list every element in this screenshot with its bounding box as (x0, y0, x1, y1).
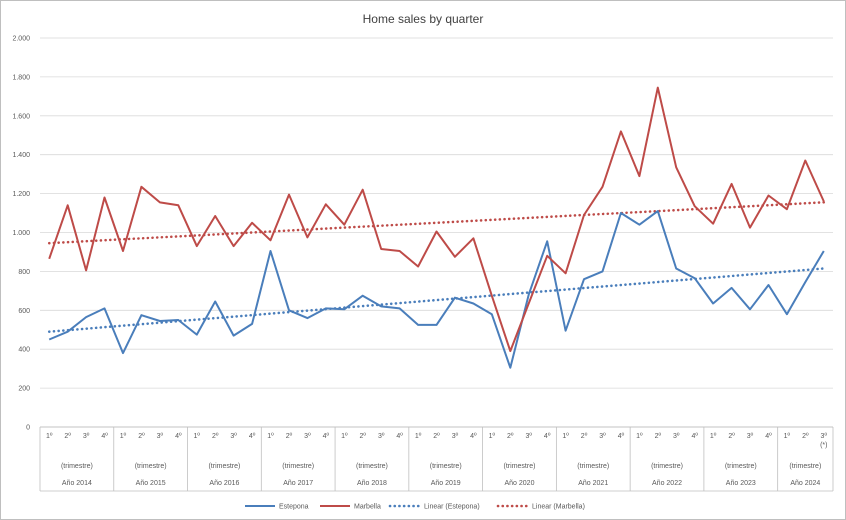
x-tick-label: 4º (249, 433, 256, 440)
x-tick-label: 4º (396, 433, 403, 440)
x-year-label: Año 2020 (504, 480, 534, 487)
x-tick-label: 2º (286, 433, 293, 440)
x-axis: 1º 2º 3º 4º (trimestre) Año 2014 1º 2º 3º 4º (trim… (39, 426, 834, 492)
x-tick-label: 3º (157, 433, 164, 440)
x-tick-label: 2º (138, 433, 145, 440)
x-tick-label: 2º (655, 433, 662, 440)
chart-title: Home sales by quarter (363, 12, 484, 26)
y-tick-label: 1.600 (12, 113, 30, 120)
x-tick-label: 4º (765, 433, 772, 440)
x-tick-label: 2º (433, 433, 440, 440)
x-period-label: (trimestre) (789, 463, 821, 470)
x-tick-label: 2º (212, 433, 219, 440)
x-period-label: (trimestre) (430, 463, 462, 470)
x-year-label: Año 2017 (283, 480, 313, 487)
y-tick-label: 1.000 (12, 230, 30, 237)
x-tick-label: 1º (341, 433, 348, 440)
x-tick-label: 1º (489, 433, 496, 440)
series-lines (48, 86, 825, 369)
x-tick-label: 2º (360, 433, 367, 440)
series-line (48, 210, 825, 369)
x-tick-label: 1º (194, 433, 201, 440)
trendlines (47, 201, 826, 333)
legend: Estepona Marbella Linear (Estepona) Linear … (245, 504, 585, 511)
x-period-label: (trimestre) (356, 463, 388, 470)
legend-label: Estepona (279, 504, 309, 511)
x-tick-label: 2º (802, 433, 809, 440)
x-period-label: (trimestre) (61, 463, 93, 470)
y-tick-label: 400 (18, 347, 30, 354)
x-tick-label: 1º (415, 433, 422, 440)
x-year-label: Año 2015 (136, 480, 166, 487)
x-tick-label: 4º (470, 433, 477, 440)
trendline (47, 267, 826, 333)
x-tick-label: 2º (64, 433, 71, 440)
x-period-label: (trimestre) (725, 463, 757, 470)
x-year-label: Año 2023 (726, 480, 756, 487)
x-tick-label: 3º (83, 433, 90, 440)
y-tick-label: 1.800 (12, 74, 30, 81)
x-year-label: Año 2018 (357, 480, 387, 487)
x-tick-label: 1º (710, 433, 717, 440)
y-tick-label: 0 (26, 425, 30, 432)
x-tick-label: 4º (101, 433, 108, 440)
x-period-label: (trimestre) (651, 463, 683, 470)
x-tick-label: 1º (562, 433, 569, 440)
x-year-label: Año 2019 (431, 480, 461, 487)
x-period-label: (trimestre) (577, 463, 609, 470)
x-tick-label: 4º (691, 433, 698, 440)
legend-label: Marbella (354, 504, 381, 511)
legend-label: Linear (Marbella) (532, 504, 585, 511)
x-tick-label: 2º (728, 433, 735, 440)
legend-label: Linear (Estepona) (424, 504, 480, 511)
x-year-label: Año 2016 (209, 480, 239, 487)
x-tick-label: 3º (747, 433, 754, 440)
x-tick-label: 1º (120, 433, 127, 440)
x-tick-label: 1º (46, 433, 53, 440)
y-axis: 0 200 400 600 800 1.000 1.200 1.400 1.600 1.800 2.… (12, 36, 30, 432)
x-tick-label: (*) (820, 442, 827, 449)
x-tick-label: 2º (507, 433, 514, 440)
x-year-label: Año 2022 (652, 480, 682, 487)
y-tick-label: 1.400 (12, 152, 30, 159)
x-tick-label: 1º (636, 433, 643, 440)
x-tick-label: 4º (175, 433, 182, 440)
x-tick-label: 4º (323, 433, 330, 440)
x-tick-label: 2º (581, 433, 588, 440)
x-tick-label: 3º (452, 433, 459, 440)
x-tick-label: 3º (378, 433, 385, 440)
x-period-label: (trimestre) (208, 463, 240, 470)
x-tick-label: 3º (304, 433, 311, 440)
x-tick-label: 4º (618, 433, 625, 440)
x-year-label: Año 2024 (790, 480, 820, 487)
y-tick-label: 200 (18, 386, 30, 393)
x-tick-label: 3º (525, 433, 532, 440)
y-tick-label: 2.000 (12, 36, 30, 43)
x-tick-label: 1º (267, 433, 274, 440)
x-period-label: (trimestre) (135, 463, 167, 470)
x-period-label: (trimestre) (282, 463, 314, 470)
x-tick-label: 4º (544, 433, 551, 440)
x-tick-label: 3º (230, 433, 237, 440)
y-tick-label: 1.200 (12, 191, 30, 198)
x-year-label: Año 2021 (578, 480, 608, 487)
x-tick-label: 3º (599, 433, 606, 440)
x-tick-label: 1º (784, 433, 791, 440)
y-tick-label: 600 (18, 308, 30, 315)
x-tick-label: 3º (673, 433, 680, 440)
x-tick-label: 3º (821, 433, 828, 440)
series-line (48, 86, 825, 353)
trendline (47, 201, 826, 245)
x-year-label: Año 2014 (62, 480, 92, 487)
x-period-label: (trimestre) (504, 463, 536, 470)
y-tick-label: 800 (18, 269, 30, 276)
